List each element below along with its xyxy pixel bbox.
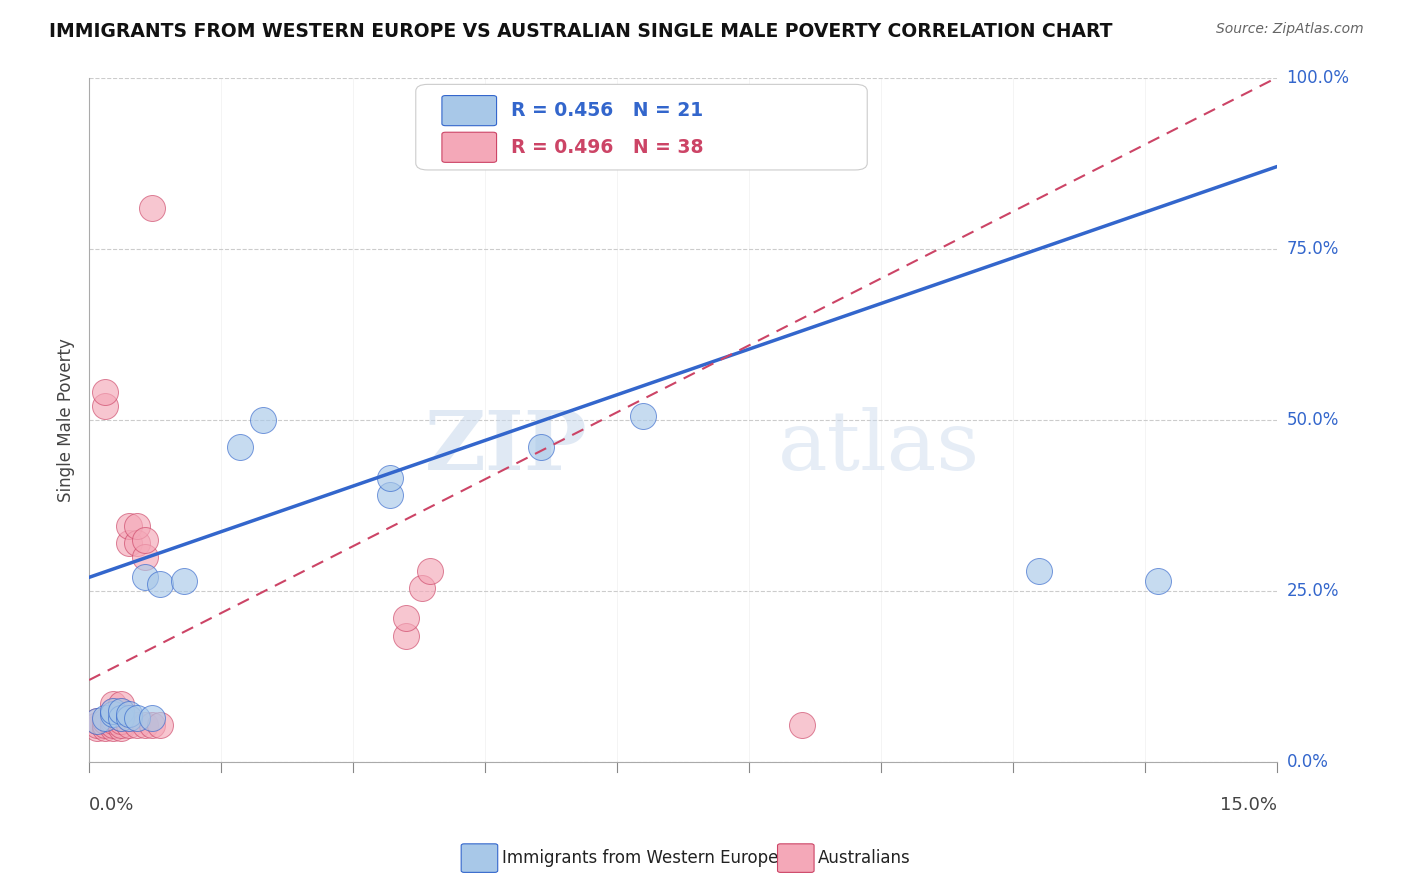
Point xyxy=(110,711,132,725)
Point xyxy=(125,711,148,725)
Point xyxy=(110,711,132,725)
Text: 100.0%: 100.0% xyxy=(1286,69,1350,87)
Point xyxy=(94,399,117,413)
Point xyxy=(110,714,132,728)
Point xyxy=(149,577,172,591)
Point xyxy=(141,717,163,731)
Point xyxy=(110,717,132,731)
Point xyxy=(94,385,117,400)
Point xyxy=(94,721,117,735)
Point xyxy=(395,611,418,625)
Point xyxy=(134,533,156,547)
Text: 0.0%: 0.0% xyxy=(89,797,135,814)
Text: R = 0.496   N = 38: R = 0.496 N = 38 xyxy=(510,137,703,157)
Point xyxy=(110,697,132,711)
Point xyxy=(94,714,117,728)
Point xyxy=(125,717,148,731)
Point xyxy=(141,711,163,725)
Point xyxy=(110,721,132,735)
Point xyxy=(86,717,108,731)
Point xyxy=(101,704,124,718)
Point xyxy=(86,721,108,735)
Point xyxy=(101,717,124,731)
Point xyxy=(411,581,433,595)
Point xyxy=(134,717,156,731)
Point xyxy=(101,707,124,722)
Point xyxy=(101,704,124,718)
Point xyxy=(125,536,148,550)
Point xyxy=(86,714,108,728)
Point xyxy=(790,717,813,731)
Point xyxy=(395,628,418,642)
Text: IMMIGRANTS FROM WESTERN EUROPE VS AUSTRALIAN SINGLE MALE POVERTY CORRELATION CHA: IMMIGRANTS FROM WESTERN EUROPE VS AUSTRA… xyxy=(49,22,1112,41)
Point xyxy=(118,711,141,725)
Point xyxy=(101,711,124,725)
Point xyxy=(252,413,274,427)
Point xyxy=(118,536,141,550)
Text: ZIP: ZIP xyxy=(426,408,588,487)
Point xyxy=(134,570,156,584)
Point xyxy=(125,519,148,533)
Point xyxy=(378,471,401,485)
Point xyxy=(633,409,655,424)
Point xyxy=(94,711,117,725)
Point xyxy=(86,714,108,728)
Y-axis label: Single Male Poverty: Single Male Poverty xyxy=(58,338,75,502)
Point xyxy=(110,704,132,718)
Point xyxy=(110,704,132,718)
Point xyxy=(101,721,124,735)
Point xyxy=(1028,564,1050,578)
Point xyxy=(118,717,141,731)
Point xyxy=(529,440,551,454)
Point xyxy=(101,697,124,711)
Point xyxy=(141,201,163,215)
Text: 0.0%: 0.0% xyxy=(1286,753,1329,772)
Point xyxy=(1147,574,1170,588)
Point xyxy=(419,564,441,578)
Point xyxy=(118,711,141,725)
Point xyxy=(118,519,141,533)
Point xyxy=(94,717,117,731)
Point xyxy=(228,440,250,454)
Text: Australians: Australians xyxy=(818,849,911,867)
Text: Source: ZipAtlas.com: Source: ZipAtlas.com xyxy=(1216,22,1364,37)
FancyBboxPatch shape xyxy=(416,85,868,170)
Text: atlas: atlas xyxy=(778,408,980,487)
Text: 75.0%: 75.0% xyxy=(1286,240,1339,258)
Point xyxy=(101,714,124,728)
Text: 25.0%: 25.0% xyxy=(1286,582,1339,600)
Point xyxy=(149,717,172,731)
FancyBboxPatch shape xyxy=(441,95,496,126)
Point xyxy=(134,549,156,564)
Text: R = 0.456   N = 21: R = 0.456 N = 21 xyxy=(510,101,703,120)
Point xyxy=(378,488,401,502)
Point xyxy=(118,707,141,722)
Text: 50.0%: 50.0% xyxy=(1286,411,1339,429)
Point xyxy=(173,574,195,588)
Text: Immigrants from Western Europe: Immigrants from Western Europe xyxy=(502,849,779,867)
Text: 15.0%: 15.0% xyxy=(1220,797,1277,814)
FancyBboxPatch shape xyxy=(441,132,496,162)
